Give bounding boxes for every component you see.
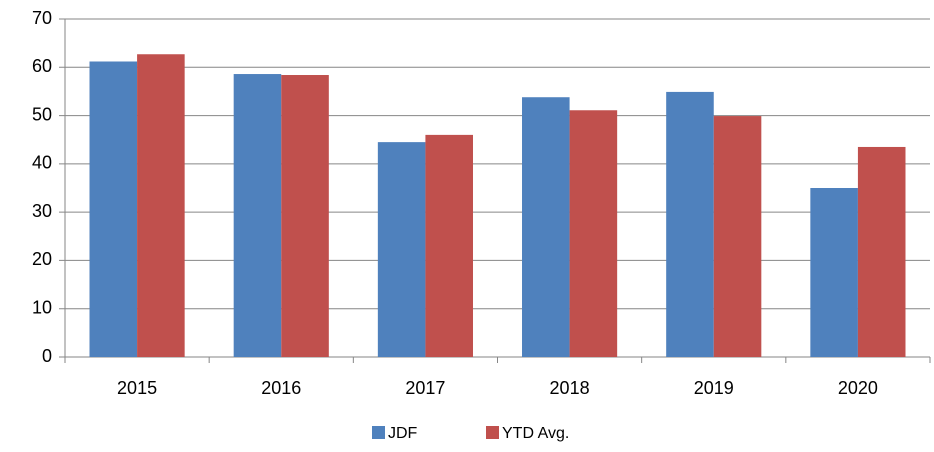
- x-tick-label: 2018: [550, 378, 590, 398]
- bar: [89, 61, 138, 358]
- y-tick-label: 70: [32, 8, 52, 28]
- bar: [281, 75, 329, 358]
- y-tick-label: 20: [32, 249, 52, 269]
- legend-swatch: [372, 426, 385, 439]
- legend-swatch: [486, 426, 499, 439]
- y-tick-label: 60: [32, 56, 52, 76]
- bar: [233, 74, 282, 357]
- bar: [569, 110, 618, 357]
- legend-label: JDF: [388, 425, 418, 442]
- bar: [666, 91, 714, 357]
- bar: [713, 116, 762, 357]
- y-tick-label: 10: [32, 297, 52, 317]
- bar: [857, 146, 906, 357]
- y-tick-label: 30: [32, 201, 52, 221]
- bar: [137, 54, 185, 358]
- y-tick-label: 50: [32, 104, 52, 124]
- bar: [425, 134, 473, 357]
- x-tick-label: 2020: [838, 378, 878, 398]
- bar: [810, 188, 858, 357]
- bar: [377, 142, 426, 357]
- x-tick-label: 2016: [261, 378, 301, 398]
- y-tick-label: 0: [42, 346, 52, 366]
- x-tick-label: 2015: [117, 378, 157, 398]
- x-tick-label: 2019: [694, 378, 734, 398]
- legend-label: YTD Avg.: [502, 425, 569, 442]
- bar: [522, 97, 570, 358]
- y-tick-label: 40: [32, 153, 52, 173]
- x-tick-label: 2017: [405, 378, 445, 398]
